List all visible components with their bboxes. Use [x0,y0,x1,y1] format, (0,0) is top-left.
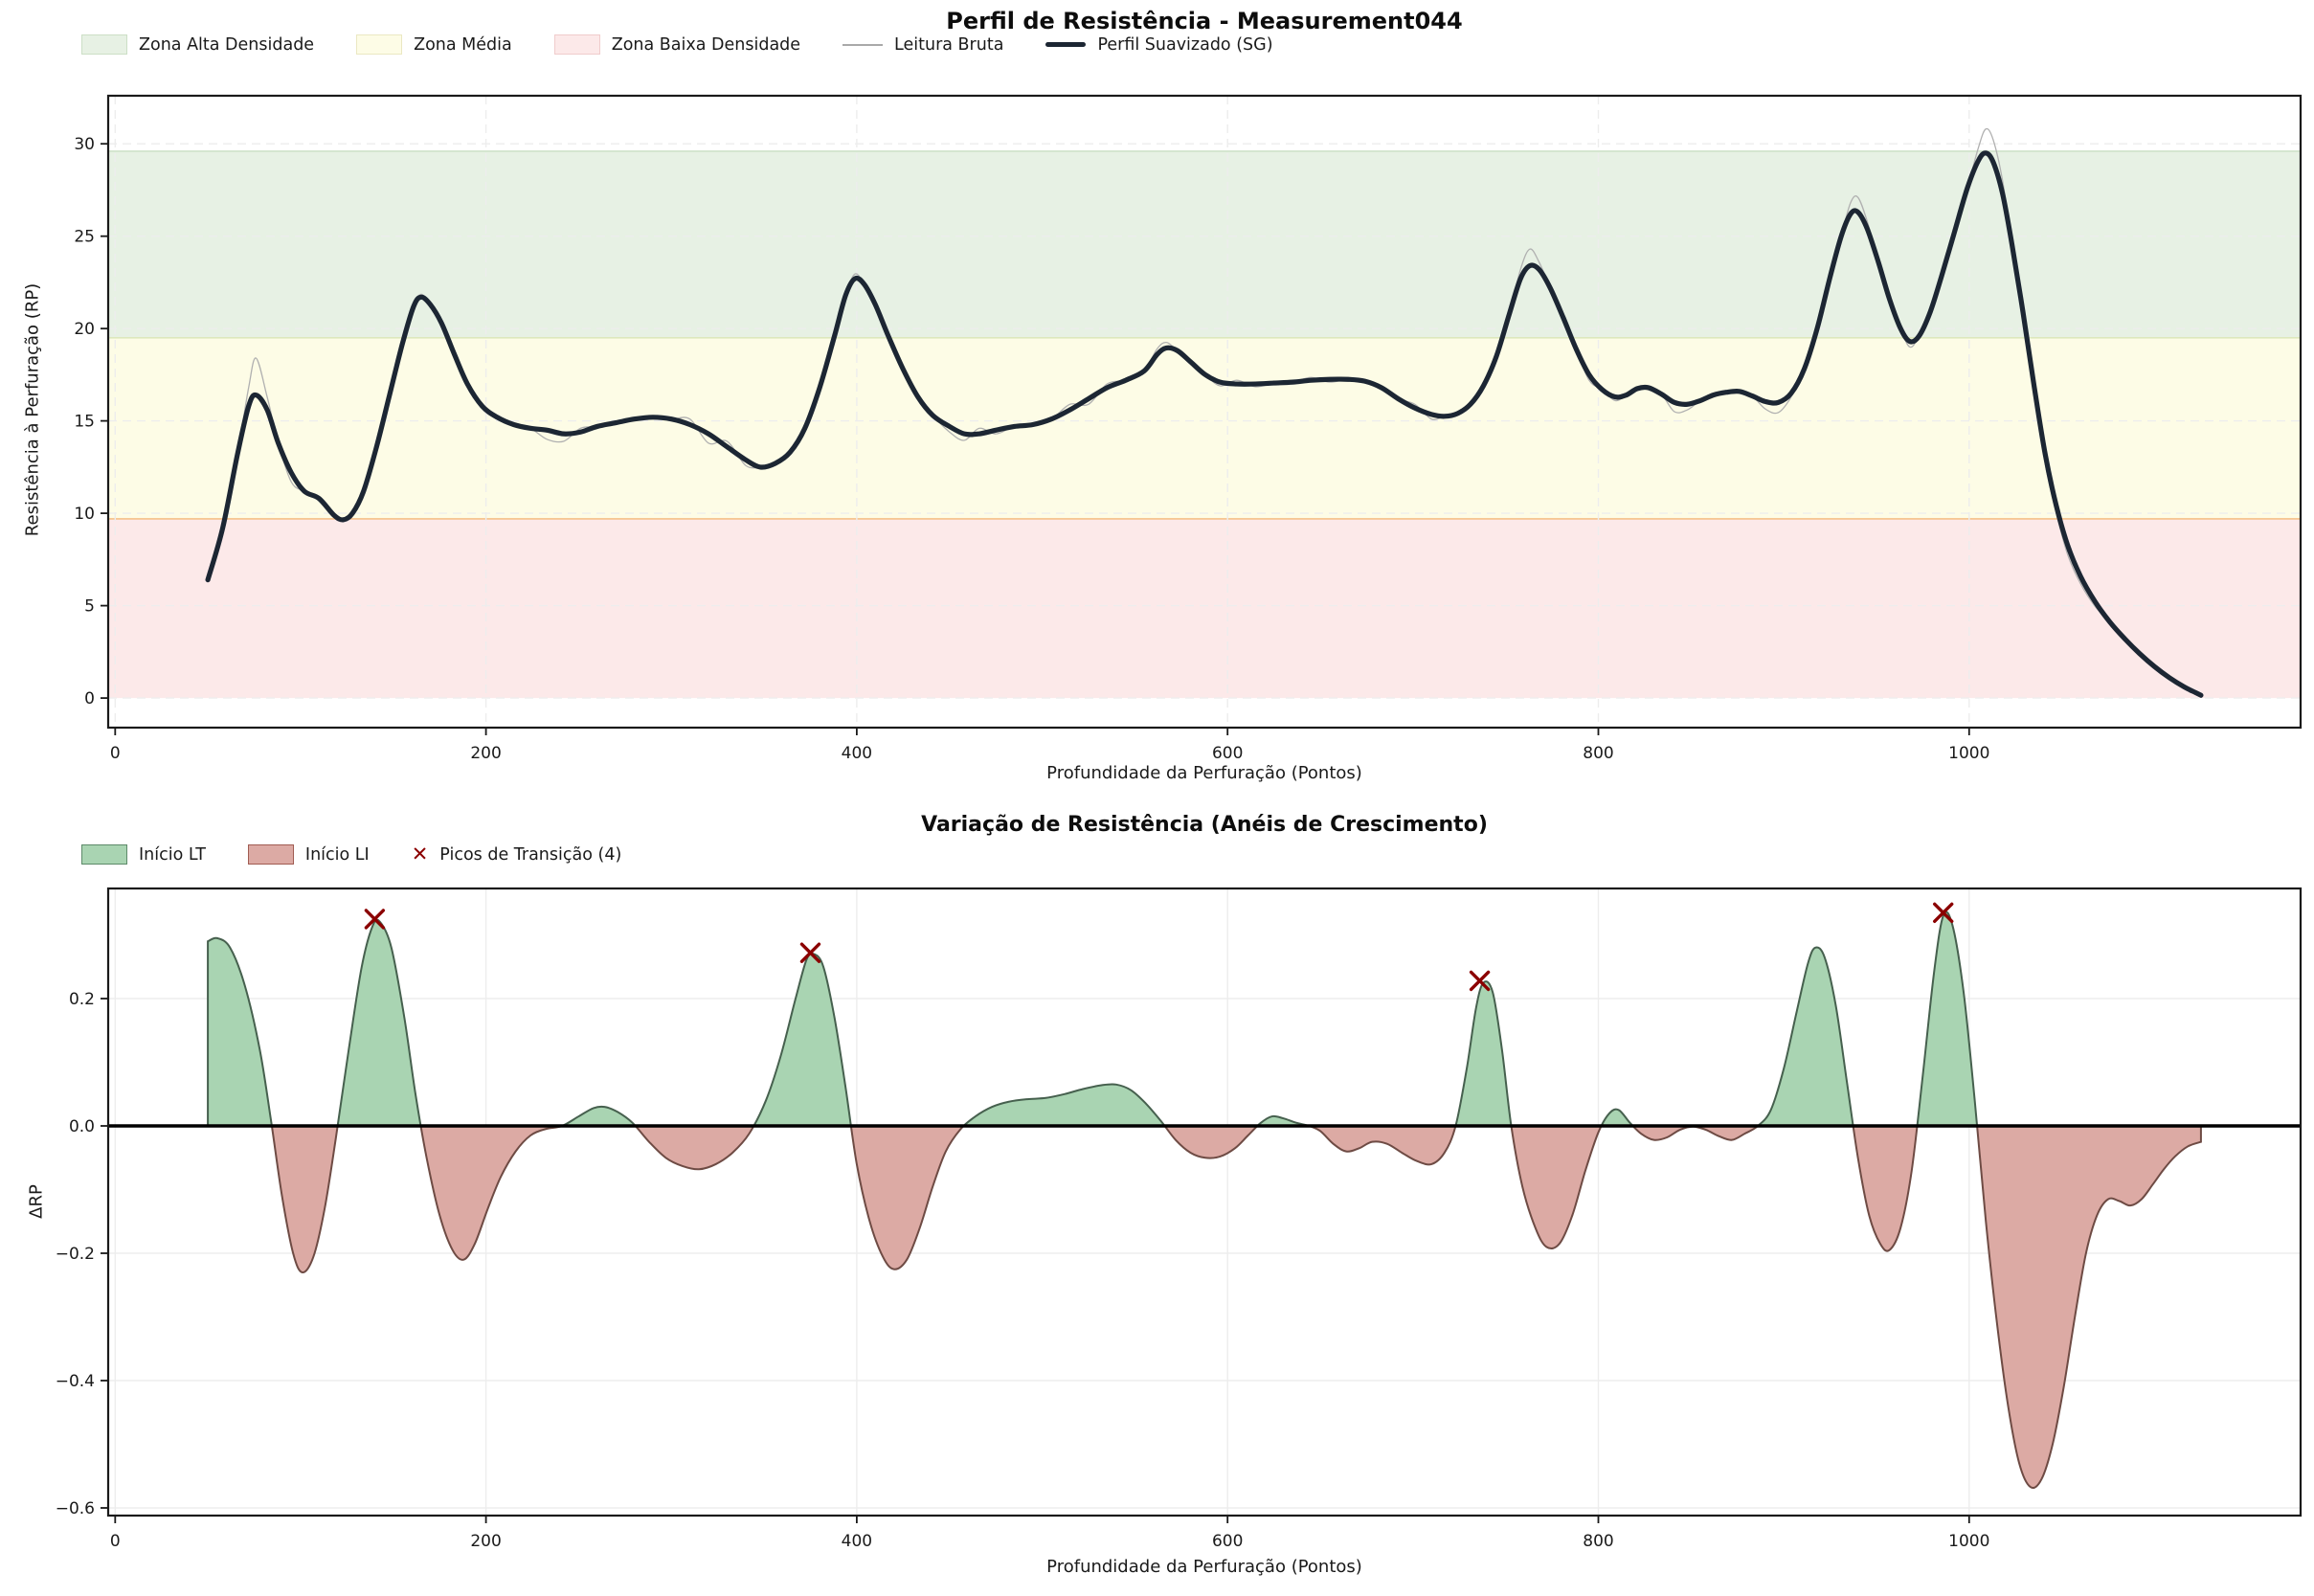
legend-label: Início LT [139,844,206,865]
legend-label: Início LI [304,844,370,865]
tick-label-y: −0.2 [56,1245,95,1264]
top-x-axis-label: Profundidade da Perfuração (Pontos) [1046,763,1362,783]
plot-area [205,127,2204,698]
tick-label-x: 800 [1583,1532,1613,1551]
tick-label-y: 0 [84,689,95,708]
transition-peak-marker [1933,902,1954,923]
smoothed-profile-line [205,150,2204,698]
top-y-axis-label: Resistência à Perfuração (RP) [22,282,43,537]
bottom-y-axis-label: ΔRP [26,1184,47,1219]
tick-label-y: 25 [74,228,95,247]
legend-label: Picos de Transição (4) [439,844,622,865]
tick-label-y: 10 [74,505,95,524]
x-marker-stroke [1933,902,1954,923]
negative-area-group [207,1126,2202,1490]
legend-item-zona-alta: Zona Alta Densidade [81,34,314,55]
negative-fill [207,1126,2202,1490]
x-marker-stroke [364,909,386,930]
tick-label-y: 30 [74,135,95,154]
positive-area-group [207,910,2202,1127]
x-marker-swatch-icon: ✕ [411,843,429,865]
inicio-li-swatch-icon [247,844,294,865]
tick-label-x: 1000 [1948,1532,1989,1551]
zone-high-swatch-icon [81,34,127,55]
x-marker-stroke [799,942,821,963]
tick-label-x: 400 [842,1532,872,1551]
legend-item-leitura-bruta: Leitura Bruta [842,35,1003,55]
tick-label-x: 600 [1212,1532,1243,1551]
legend-label: Zona Média [414,34,512,55]
zone-band-zona-alta-densidade [108,150,2301,338]
legend-item-zona-baixa: Zona Baixa Densidade [553,34,801,55]
transition-peak-marker [799,942,821,963]
zone-low-swatch-icon [553,34,600,55]
tick-label-y: 5 [84,597,95,617]
positive-fill [207,910,2202,1127]
legend-label: Leitura Bruta [894,34,1004,55]
tick-label-x: 1000 [1948,744,1989,763]
bottom-chart: 0 200 400 600 800 1000 0.2 0.0 −0.2 −0.4 −0.6 [56,887,2303,1551]
bottom-legend: Início LT Início LI ✕ Picos de Transição… [81,844,621,865]
legend-item-inicio-li: Início LI [247,844,370,865]
axes-frame [106,94,2303,730]
bottom-x-axis-label: Profundidade da Perfuração (Pontos) [1046,1557,1362,1577]
raw-line-swatch-icon [842,43,884,46]
inicio-lt-swatch-icon [81,844,127,865]
x-marker-stroke [1469,970,1491,992]
tick-label-y: 15 [74,413,95,432]
tick-label-x: 600 [1212,744,1243,763]
transition-peak-marker [1469,970,1491,992]
zone-mid-swatch-icon [356,34,403,55]
tick-label-x: 0 [110,744,121,763]
top-chart: 0 200 400 600 800 1000 0 5 10 15 20 25 30 [74,94,2303,763]
smoothed-line-swatch-icon [1045,42,1087,47]
tick-label-y: 0.2 [69,990,95,1009]
transition-peak-marker [364,909,386,930]
legend-item-inicio-lt: Início LT [81,844,206,865]
tick-label-y: 0.0 [69,1117,95,1136]
legend-label: Zona Alta Densidade [139,34,315,55]
legend-item-perfil-suavizado: Perfil Suavizado (SG) [1045,34,1273,55]
zone-band-zona-media [108,337,2301,519]
tick-label-x: 200 [470,744,501,763]
tick-label-x: 800 [1583,744,1613,763]
zone-band-zona-baixa-densidade [108,518,2301,699]
legend-label: Zona Baixa Densidade [611,34,801,55]
tick-label-x: 0 [110,1532,121,1551]
bottom-chart-title: Variação de Resistência (Anéis de Cresci… [921,813,1488,837]
legend-item-zona-media: Zona Média [356,34,512,55]
tick-label-y: −0.4 [56,1372,95,1391]
top-legend: Zona Alta Densidade Zona Média Zona Baix… [81,34,1273,55]
grid [108,96,2301,728]
tick-label-x: 400 [842,744,872,763]
legend-label: Perfil Suavizado (SG) [1097,34,1273,55]
tick-label-y: −0.6 [56,1499,95,1518]
legend-item-picos-transicao: ✕ Picos de Transição (4) [411,843,622,865]
top-chart-title: Perfil de Resistência - Measurement044 [946,8,1463,34]
transition-peak-markers [364,902,1954,992]
axes-frame [106,887,2303,1517]
tick-label-x: 200 [470,1532,501,1551]
tick-label-y: 20 [74,320,95,339]
